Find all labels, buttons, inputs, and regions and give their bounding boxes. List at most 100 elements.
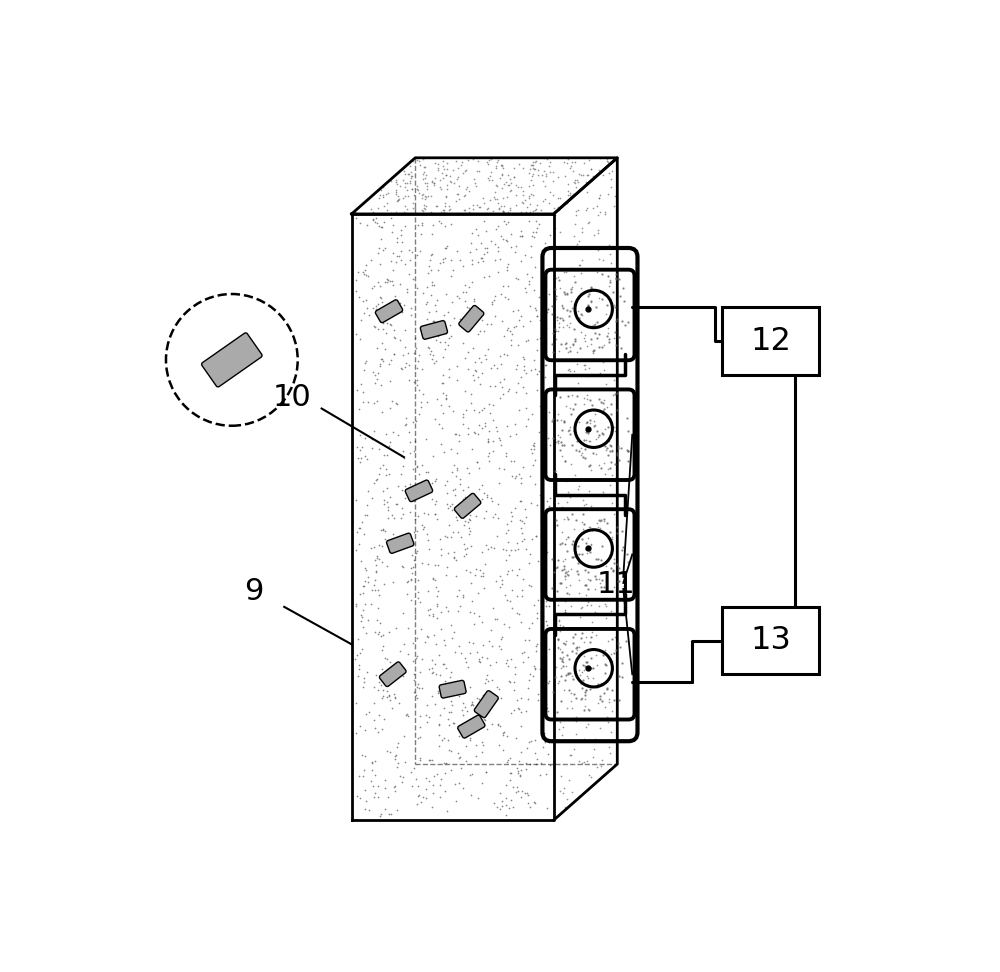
Point [581,361,597,376]
Point [561,772,577,787]
Point [563,599,579,614]
Point [437,341,453,357]
Point [423,189,439,204]
Point [550,639,566,654]
Point [368,211,384,226]
Point [377,781,393,796]
Point [580,300,596,316]
Point [496,328,512,343]
Point [388,531,404,546]
Point [471,653,487,669]
Point [450,718,466,734]
Point [524,406,540,422]
Point [458,182,474,197]
Point [389,759,405,775]
Point [563,562,579,577]
Point [536,442,552,458]
Point [429,596,445,611]
Point [357,748,373,764]
Point [368,557,384,573]
Point [458,563,474,578]
Point [560,344,576,360]
Point [397,417,413,433]
Point [348,326,364,341]
Point [526,161,542,177]
Point [446,310,462,326]
Point [427,170,443,186]
Point [440,604,456,619]
Point [500,177,516,192]
Point [538,696,554,712]
Point [564,669,580,684]
Point [462,732,478,747]
Point [477,418,493,434]
Point [426,175,442,191]
Point [438,600,454,615]
Point [499,419,515,434]
Point [372,615,388,631]
Point [452,311,468,327]
Point [375,354,391,369]
Point [500,292,516,307]
Point [395,506,411,522]
Point [364,755,380,771]
Point [453,530,469,545]
Point [566,538,582,553]
Point [441,518,457,534]
Point [380,186,396,201]
Point [357,507,373,523]
Point [353,312,369,328]
Point [563,747,579,763]
Point [494,798,510,814]
Point [375,179,391,194]
Point [455,334,471,350]
Point [534,602,550,617]
Point [560,423,576,438]
Point [533,512,549,528]
Point [439,155,455,170]
Point [419,295,435,310]
Point [460,421,476,436]
Point [471,404,487,420]
Point [415,187,431,202]
Point [411,186,427,201]
Point [539,800,555,816]
Point [534,679,550,695]
Point [391,696,407,712]
Point [565,187,581,202]
Point [439,496,455,511]
Point [461,634,477,649]
Point [451,775,467,790]
Point [474,492,490,507]
Point [428,493,444,508]
Point [565,380,581,396]
Point [492,433,508,448]
Point [480,434,496,449]
Point [515,380,531,396]
Point [368,301,384,317]
Point [389,177,405,192]
Point [363,540,379,556]
Point [402,434,418,450]
Point [411,348,427,364]
Point [522,756,538,772]
Point [579,414,595,430]
Point [591,572,607,587]
Point [461,520,477,536]
Point [441,704,457,719]
Point [409,690,425,706]
Point [500,214,516,229]
Point [421,661,437,677]
Point [583,161,599,177]
Point [365,211,381,226]
Point [466,719,482,735]
Point [563,158,579,174]
Point [565,337,581,353]
Point [357,722,373,738]
Point [532,156,548,171]
Point [391,191,407,206]
Point [444,697,460,712]
Point [431,647,447,663]
Point [515,195,531,211]
Point [475,253,491,268]
